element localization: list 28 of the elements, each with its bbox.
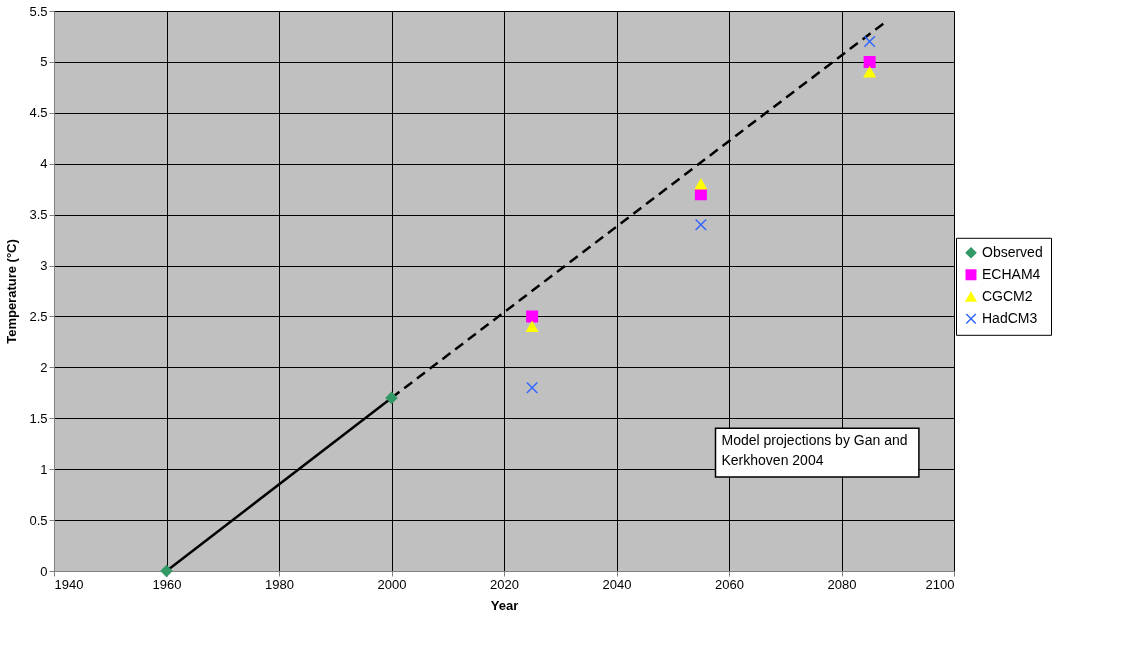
- x-tick-label: 2040: [602, 576, 632, 592]
- y-tick-label: 0: [40, 563, 48, 579]
- y-tick-label: 1.5: [29, 410, 48, 426]
- x-tick-label: 1940: [54, 576, 84, 592]
- y-tick-label: 2: [40, 359, 48, 375]
- y-tick-label: 3: [40, 258, 48, 274]
- y-axis-title: Temperature (°C): [4, 239, 20, 344]
- legend-label: CGCM2: [982, 287, 1033, 304]
- x-tick-label: 1960: [152, 576, 182, 592]
- x-tick-label: 2060: [715, 576, 744, 592]
- x-tick-label: 2100: [925, 576, 955, 592]
- y-tick-label: 2.5: [29, 308, 48, 324]
- y-tick-label: 4: [40, 156, 48, 172]
- legend-label: Observed: [982, 243, 1043, 260]
- legend-label: HadCM3: [982, 309, 1038, 326]
- y-tick-label: 5.5: [29, 3, 48, 19]
- y-tick-label: 1: [40, 461, 48, 477]
- x-tick-label: 2080: [827, 576, 857, 592]
- x-tick-label: 2020: [490, 576, 519, 592]
- y-tick-label: 5: [40, 54, 48, 70]
- x-axis-title: Year: [490, 597, 519, 613]
- x-tick-label: 1980: [265, 576, 294, 592]
- annotation: Model projections by Gan and Kerkhoven 2004: [721, 432, 908, 469]
- y-tick-label: 3.5: [29, 207, 48, 223]
- y-tick-label: 0.5: [29, 512, 48, 528]
- x-tick-label: 2000: [377, 576, 407, 592]
- y-tick-label: 4.5: [29, 105, 48, 121]
- legend-label: ECHAM4: [982, 265, 1041, 282]
